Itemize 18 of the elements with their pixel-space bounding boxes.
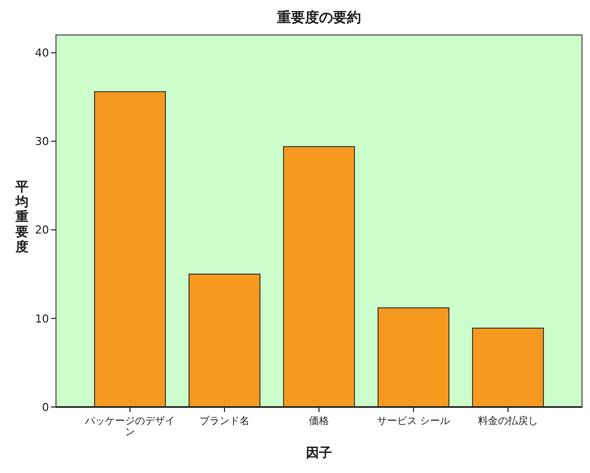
x-tick-label: 料金の払戻し bbox=[478, 415, 538, 427]
y-tick-label: 0 bbox=[42, 400, 49, 414]
y-tick-label: 40 bbox=[35, 46, 49, 60]
x-tick-label: 価格 bbox=[309, 415, 329, 427]
x-tick-label: パッケージのデザイン bbox=[84, 416, 175, 438]
y-tick-label: 10 bbox=[35, 312, 49, 326]
bar bbox=[94, 91, 166, 408]
y-axis-title: 平均重要度 bbox=[14, 180, 28, 255]
x-tick-label: サービス シール bbox=[376, 416, 450, 427]
bar bbox=[472, 328, 544, 408]
x-axis-title: 因子 bbox=[306, 446, 332, 461]
bar bbox=[378, 307, 450, 408]
y-tick-label: 30 bbox=[35, 135, 49, 148]
y-tick-label: 20 bbox=[35, 224, 49, 237]
bar bbox=[283, 146, 355, 408]
bar bbox=[188, 274, 260, 408]
x-tick-label: ブランド名 bbox=[200, 415, 250, 427]
chart-title: 重要度の要約 bbox=[276, 9, 361, 26]
